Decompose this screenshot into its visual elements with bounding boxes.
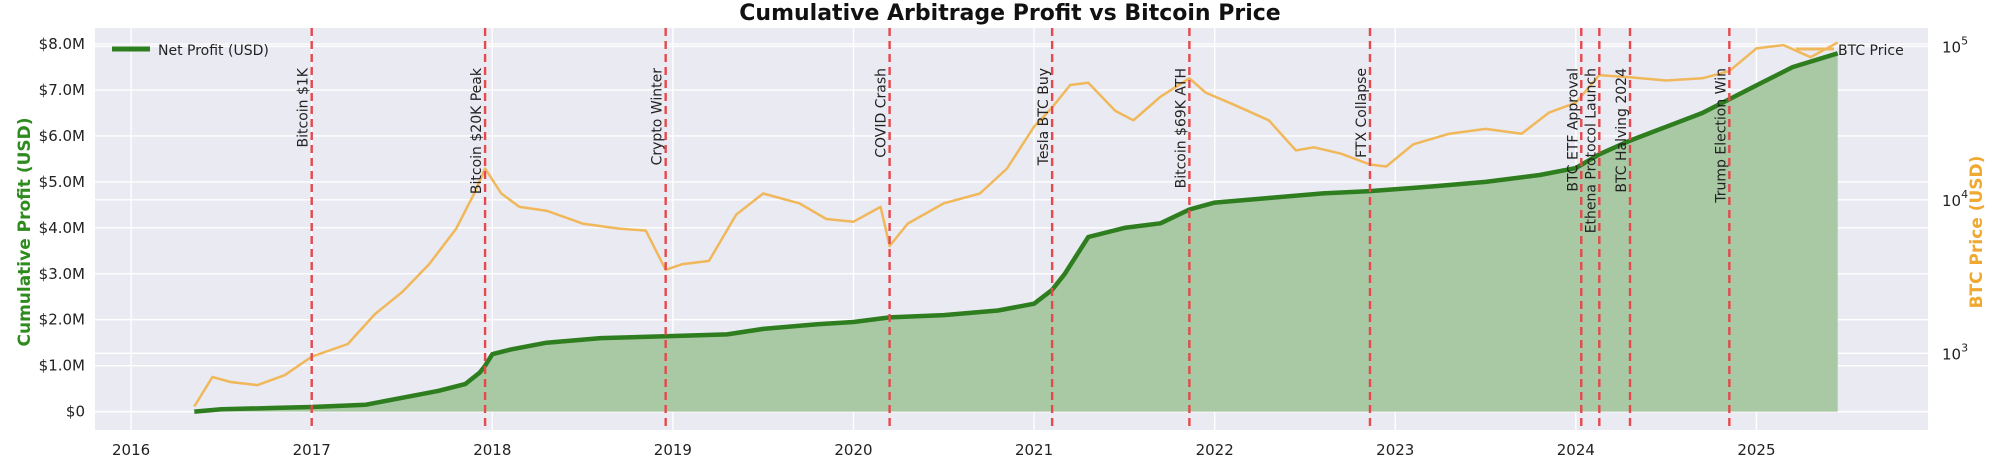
x-tick-label: 2018 [473,441,511,459]
event-label: Tesla BTC Buy [1036,68,1052,166]
btc-price-line [193,41,1839,408]
profit-area [194,53,1838,412]
y-right-tick-label: 103 [1942,341,1968,363]
x-tick-label: 2020 [834,441,872,459]
y-right-axis-label: BTC Price (USD) [1967,156,1987,309]
x-ticks: 2016 2017 2018 2019 2020 2021 2022 2023 2024 2025 [112,441,1776,459]
x-tick-label: 2016 [112,441,150,459]
x-tick-label: 2017 [293,441,331,459]
event-label: BTC Halving 2024 [1614,68,1630,193]
event-label: BTC ETF Approval [1565,68,1581,192]
event-label: COVID Crash [874,68,890,158]
y-left-tick-label: $0 [66,403,85,421]
y-left-tick-label: $8.0M [39,35,85,53]
legend-btc-label: BTC Price [1838,43,1904,59]
event-label: Crypto Winter [650,68,666,166]
legend-btc: BTC Price [1796,43,1904,59]
y-left-axis-label: Cumulative Profit (USD) [15,117,35,346]
chart-title: Cumulative Arbitrage Profit vs Bitcoin P… [739,1,1280,26]
event-label: Bitcoin $1K [296,67,312,147]
y-right-tick-label: 105 [1942,34,1968,56]
y-left-tick-label: $5.0M [39,173,85,191]
legend-profit: Net Profit (USD) [112,43,269,59]
event-label: Bitcoin $69K ATH [1173,68,1189,188]
event-markers: Bitcoin $1K Bitcoin $20K Peak Crypto Winte… [296,28,1731,430]
y-left-tick-label: $7.0M [39,81,85,99]
x-tick-label: 2022 [1196,441,1234,459]
y-left-tick-label: $1.0M [39,357,85,375]
event-label: FTX Collapse [1354,68,1370,158]
x-tick-label: 2023 [1376,441,1414,459]
x-tick-label: 2021 [1015,441,1053,459]
y-left-tick-label: $6.0M [39,127,85,145]
event-label: Ethena Protocol Launch [1583,68,1599,233]
y-right-ticks: 103 104 105 [1942,34,1968,363]
x-tick-label: 2019 [654,441,692,459]
y-left-tick-label: $3.0M [39,265,85,283]
y-left-ticks: $0 $1.0M $2.0M $3.0M $4.0M $5.0M $6.0M $7.0M $8.… [39,35,85,421]
event-label: Bitcoin $20K Peak [469,67,485,194]
event-label: Trump Election Win [1713,68,1729,204]
y-left-tick-label: $4.0M [39,219,85,237]
x-tick-label: 2025 [1737,441,1775,459]
x-tick-label: 2024 [1557,441,1595,459]
y-left-tick-label: $2.0M [39,311,85,329]
y-right-tick-label: 104 [1942,188,1968,210]
legend-profit-label: Net Profit (USD) [158,43,269,59]
profit-line [194,51,1839,414]
